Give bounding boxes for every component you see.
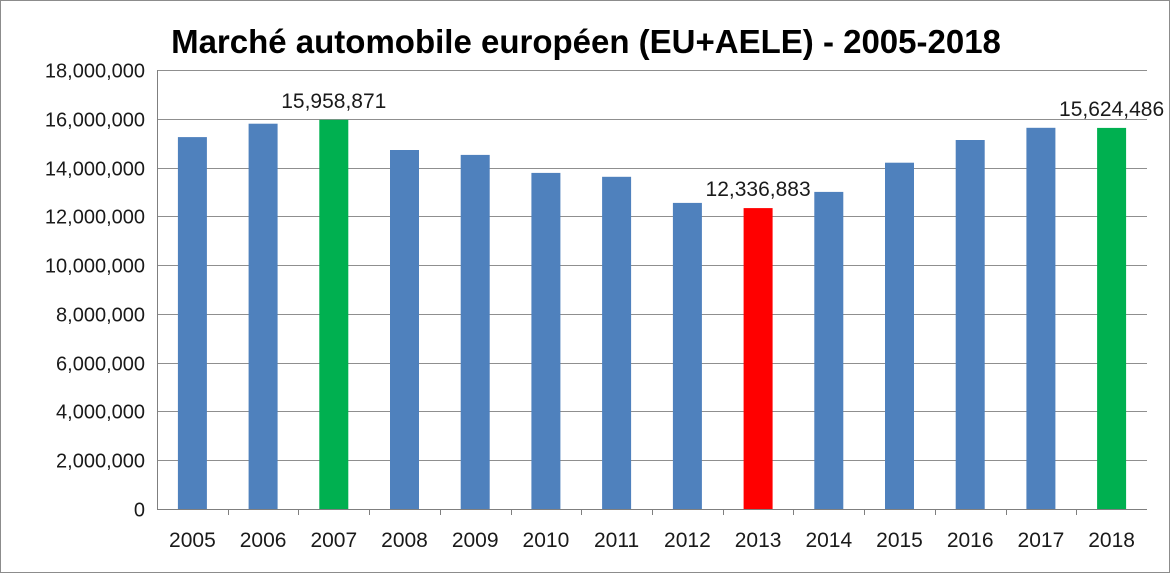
bar-2005 [177, 137, 207, 509]
x-tick-label: 2006 [240, 529, 287, 552]
bar-2017 [1026, 127, 1056, 510]
x-tick-label: 2005 [169, 529, 216, 552]
bar-2009 [460, 154, 490, 509]
x-axis-ticks: 2005 2006 2007 2008 2009 2010 2011 2012 2013 2014… [169, 509, 1135, 552]
y-tick-label: 12,000,000 [45, 207, 145, 229]
bar-2010 [531, 172, 561, 509]
bar-2011 [602, 176, 632, 510]
y-tick-label: 18,000,000 [45, 61, 145, 83]
x-tick-label: 2013 [735, 529, 782, 552]
x-tick-label: 2016 [947, 529, 994, 552]
x-tick-label: 2017 [1018, 529, 1065, 552]
bar-2007 [319, 119, 349, 510]
x-tick-label: 2008 [381, 529, 428, 552]
bar-2015 [885, 162, 914, 509]
bar-2013 [743, 208, 773, 509]
x-tick-label: 2015 [876, 529, 923, 552]
y-tick-label: 4,000,000 [56, 402, 145, 424]
data-label-2018: 15,624,486 [1059, 98, 1164, 121]
y-tick-label: 10,000,000 [45, 256, 145, 278]
data-label-2013: 12,336,883 [706, 178, 811, 201]
chart-title: Marché automobile européen (EU+AELE) - 2… [171, 23, 1001, 60]
x-tick-label: 2007 [310, 529, 357, 552]
y-tick-label: 2,000,000 [56, 451, 145, 473]
y-tick-label: 16,000,000 [45, 110, 145, 132]
bar-2012 [672, 202, 702, 509]
x-tick-label: 2009 [452, 529, 499, 552]
bar-2016 [955, 140, 985, 509]
y-tick-label: 14,000,000 [45, 159, 145, 181]
y-tick-label: 0 [134, 500, 145, 522]
bars [177, 119, 1127, 510]
x-tick-label: 2010 [523, 529, 570, 552]
y-tick-label: 8,000,000 [56, 305, 145, 327]
x-tick-label: 2011 [594, 529, 639, 552]
gridlines [157, 70, 1147, 510]
bar-2018 [1097, 127, 1127, 510]
y-axis-ticks: 0 2,000,000 4,000,000 6,000,000 8,000,000 10,… [45, 61, 145, 522]
x-tick-label: 2012 [664, 529, 711, 552]
x-tick-label: 2014 [805, 529, 852, 552]
x-tick-label: 2018 [1088, 529, 1135, 552]
bar-2006 [248, 123, 278, 509]
bar-2008 [390, 150, 419, 509]
bar-2014 [814, 191, 844, 509]
data-labels: 15,958,871 12,336,883 15,624,486 [281, 90, 1164, 201]
y-tick-label: 6,000,000 [56, 354, 145, 376]
data-label-2007: 15,958,871 [281, 90, 386, 113]
